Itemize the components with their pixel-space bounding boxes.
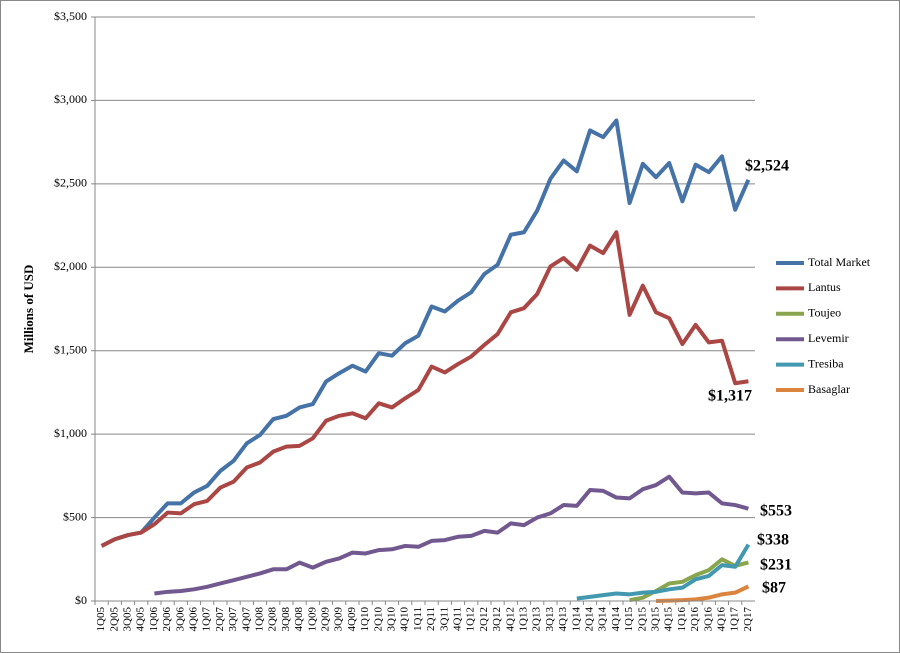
x-tick-label: 2Q15 <box>636 607 648 632</box>
x-tick-label: 1Q14 <box>570 607 582 632</box>
x-tick-label: 3Q14 <box>597 607 609 632</box>
series-line <box>100 118 751 548</box>
x-tick-label: 1Q10 <box>359 607 371 632</box>
x-tick-label: 1Q11 <box>412 607 424 631</box>
x-tick-label: 4Q13 <box>557 607 569 632</box>
end-label: $1,317 <box>708 388 752 405</box>
x-tick-label: 4Q06 <box>188 607 200 632</box>
x-tick-label: 3Q07 <box>227 607 239 632</box>
x-tick-label: 1Q13 <box>518 607 530 632</box>
end-label: $87 <box>762 580 786 597</box>
x-tick-label: 2Q16 <box>689 607 701 632</box>
x-tick-label: 1Q15 <box>623 607 635 632</box>
x-tick-label: 4Q05 <box>135 607 147 632</box>
y-tick-label: $500 <box>63 509 87 523</box>
x-tick-label: 2Q12 <box>478 607 490 631</box>
x-tick-label: 1Q16 <box>676 607 688 632</box>
legend-label: Toujeo <box>808 306 841 320</box>
x-tick-label: 3Q16 <box>702 607 714 632</box>
x-tick-label: 4Q14 <box>610 607 622 632</box>
legend-label: Basaglar <box>808 382 850 396</box>
y-tick-label: $2,500 <box>54 176 87 190</box>
legend-label: Levemir <box>808 331 849 345</box>
y-tick-label: $1,000 <box>54 426 87 440</box>
series-line <box>100 230 749 548</box>
x-tick-label: 2Q08 <box>267 607 279 632</box>
x-tick-label: 2Q14 <box>584 607 596 632</box>
end-label: $231 <box>760 557 792 574</box>
x-tick-label: 3Q06 <box>174 607 186 632</box>
x-tick-label: 2Q07 <box>214 607 226 632</box>
x-tick-label: 3Q10 <box>386 607 398 632</box>
x-tick-label: 3Q12 <box>491 607 503 631</box>
x-tick-label: 1Q17 <box>729 607 741 632</box>
x-tick-label: 4Q15 <box>663 607 675 632</box>
end-label: $2,524 <box>745 158 789 175</box>
x-tick-label: 4Q10 <box>399 607 411 632</box>
x-tick-label: 4Q07 <box>240 607 252 632</box>
x-tick-label: 4Q08 <box>293 607 305 632</box>
x-tick-label: 2Q11 <box>425 607 437 631</box>
x-tick-label: 1Q05 <box>95 607 107 632</box>
x-tick-label: 3Q08 <box>280 607 292 632</box>
end-label: $338 <box>757 532 789 549</box>
legend-label: Lantus <box>808 280 841 294</box>
x-tick-label: 1Q12 <box>465 607 477 631</box>
x-tick-label: 3Q13 <box>544 607 556 632</box>
y-tick-label: $3,500 <box>54 9 87 23</box>
x-tick-label: 1Q08 <box>254 607 266 632</box>
y-axis-label: Millions of USD <box>21 265 36 354</box>
x-tick-label: 3Q11 <box>438 607 450 631</box>
x-tick-label: 2Q10 <box>372 607 384 632</box>
y-tick-label: $2,000 <box>54 259 87 273</box>
x-tick-label: 2Q13 <box>531 607 543 632</box>
x-tick-label: 4Q11 <box>452 607 464 631</box>
x-tick-label: 2Q06 <box>161 607 173 632</box>
series-line <box>154 474 749 596</box>
y-tick-label: $1,500 <box>54 342 87 356</box>
x-tick-label: 1Q07 <box>201 607 213 632</box>
series-line <box>629 557 749 603</box>
end-label: $553 <box>760 503 792 520</box>
x-tick-label: 2Q09 <box>320 607 332 632</box>
x-tick-label: 3Q09 <box>333 607 345 632</box>
x-tick-label: 3Q15 <box>650 607 662 632</box>
x-tick-label: 3Q05 <box>122 607 134 632</box>
x-tick-label: 4Q12 <box>504 607 516 631</box>
x-tick-label: 2Q17 <box>742 607 754 632</box>
x-tick-label: 2Q05 <box>108 607 120 632</box>
y-tick-label: $0 <box>75 593 87 607</box>
legend-label: Tresiba <box>808 356 844 370</box>
x-tick-label: 4Q09 <box>346 607 358 632</box>
x-tick-label: 1Q06 <box>148 607 160 632</box>
y-tick-label: $3,000 <box>54 92 87 106</box>
x-tick-label: 4Q16 <box>716 607 728 632</box>
series-line <box>576 543 751 601</box>
x-tick-label: 1Q09 <box>306 607 318 632</box>
legend-label: Total Market <box>808 255 871 269</box>
